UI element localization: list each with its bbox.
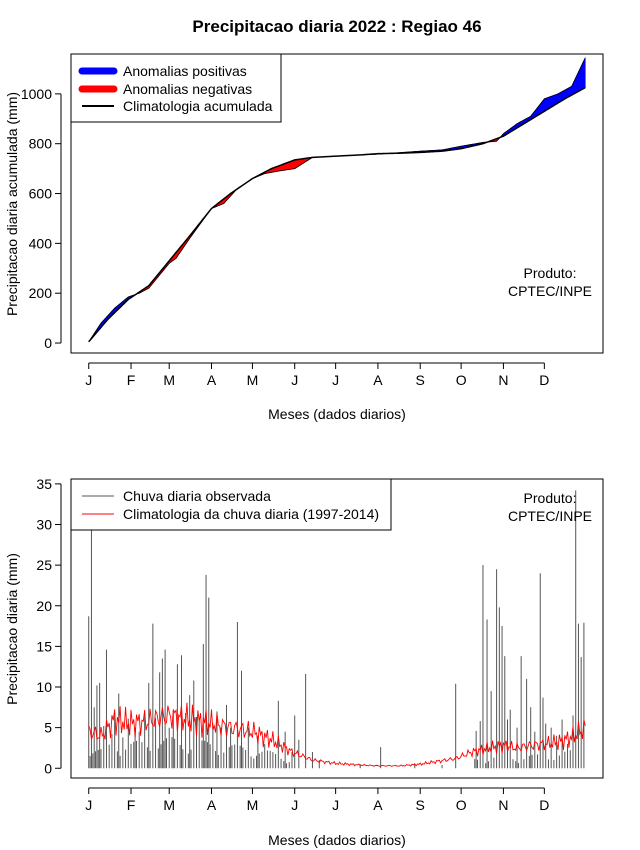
x-tick-label: F — [127, 797, 136, 813]
x-tick-label: J — [291, 372, 298, 388]
x-tick-label: A — [373, 797, 383, 813]
y-tick-label: 25 — [36, 557, 52, 573]
cumulative-panel: 0 200 400 600 800 1000 J F M A M J J A S O N D Precipita… — [4, 53, 604, 422]
x-tick-label: O — [456, 372, 467, 388]
x-tick-label: F — [127, 372, 136, 388]
cumulative-y-label: Precipitacao diaria acumulada (mm) — [4, 92, 20, 316]
y-tick-label: 20 — [36, 598, 52, 614]
cumulative-legend: Anomalias positivas Anomalias negativas … — [70, 53, 282, 123]
y-tick-label: 0 — [44, 335, 52, 351]
y-tick-label: 400 — [29, 235, 53, 251]
x-tick-label: S — [416, 797, 425, 813]
x-tick-label: N — [498, 372, 508, 388]
y-tick-label: 10 — [36, 679, 52, 695]
x-tick-label: A — [373, 372, 383, 388]
x-tick-label: J — [332, 372, 339, 388]
x-tick-label: D — [539, 372, 549, 388]
y-tick-label: 30 — [36, 517, 52, 533]
y-tick-label: 15 — [36, 638, 52, 654]
chart-title: Precipitacao diaria 2022 : Regiao 46 — [192, 17, 481, 36]
cumulative-plot-frame — [70, 53, 604, 354]
y-tick-label: 600 — [29, 186, 53, 202]
legend-label-clim-daily: Climatologia da chuva diaria (1997-2014) — [123, 506, 379, 522]
y-tick-label: 1000 — [21, 86, 52, 102]
line-group — [88, 57, 586, 343]
x-tick-label: M — [163, 797, 175, 813]
x-tick-label: J — [332, 797, 339, 813]
y-tick-label: 200 — [29, 285, 53, 301]
y-tick-label: 800 — [29, 136, 53, 152]
y-axis: 0 5 10 15 20 25 30 35 — [36, 476, 62, 776]
daily-climatology-line — [88, 702, 586, 767]
y-tick-label: 35 — [36, 476, 52, 492]
product-annotation-line1: Produto: — [524, 490, 577, 506]
legend-label-negative: Anomalias negativas — [123, 81, 252, 97]
x-tick-label: A — [207, 797, 217, 813]
legend-label-observed: Chuva diaria observada — [123, 488, 271, 504]
product-annotation-line2: CPTEC/INPE — [508, 508, 592, 524]
product-annotation-line1: Produto: — [524, 265, 577, 281]
x-tick-label: S — [416, 372, 425, 388]
climatology-cumulative-line — [88, 86, 586, 343]
x-tick-label: A — [207, 372, 217, 388]
x-tick-label: N — [498, 797, 508, 813]
legend-label-climatology: Climatologia acumulada — [123, 98, 273, 114]
x-tick-label: J — [291, 797, 298, 813]
cumulative-x-label: Meses (dados diarios) — [268, 406, 406, 422]
x-tick-label: D — [539, 797, 549, 813]
legend-box — [70, 478, 392, 531]
x-tick-label: M — [247, 797, 259, 813]
product-annotation-line2: CPTEC/INPE — [508, 283, 592, 299]
x-tick-label: J — [85, 797, 92, 813]
daily-x-label: Meses (dados diarios) — [268, 832, 406, 848]
positive-anomaly-segment — [583, 57, 586, 89]
y-tick-label: 0 — [44, 760, 52, 776]
y-tick-label: 5 — [44, 720, 52, 736]
daily-panel: 0 5 10 15 20 25 30 35 J F M A M J J A S O N D Precipitacao… — [4, 476, 604, 848]
x-tick-label: M — [247, 372, 259, 388]
legend-label-positive: Anomalias positivas — [123, 63, 247, 79]
climatology-line-group — [88, 702, 586, 767]
x-tick-label: O — [456, 797, 467, 813]
x-tick-label: M — [163, 372, 175, 388]
y-axis: 0 200 400 600 800 1000 — [21, 86, 62, 351]
x-tick-label: J — [85, 372, 92, 388]
daily-legend: Chuva diaria observada Climatologia da c… — [70, 478, 392, 531]
observed-bars-group — [88, 490, 585, 769]
daily-y-label: Precipitacao diaria (mm) — [4, 553, 20, 705]
